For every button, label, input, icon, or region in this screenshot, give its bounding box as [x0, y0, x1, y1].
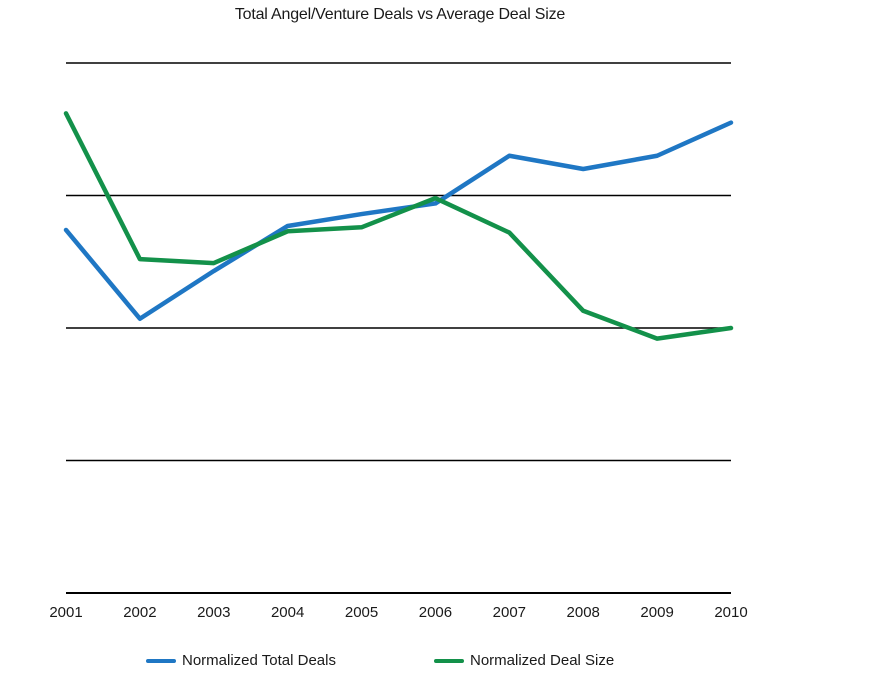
legend-swatch-deal-size [434, 658, 464, 663]
x-tick-label: 2002 [123, 604, 156, 621]
x-tick-label: 2009 [640, 604, 673, 621]
legend-item-normalized-deal-size: Normalized Deal Size [434, 652, 614, 669]
gridlines [66, 62, 731, 594]
chart-title: Total Angel/Venture Deals vs Average Dea… [234, 6, 566, 23]
x-axis-ticks: 2001 2002 2003 2004 2005 2006 2007 2008 2009 2010 [49, 604, 747, 621]
x-tick-label: 2007 [493, 604, 526, 621]
legend-label-total-deals: Normalized Total Deals [182, 652, 336, 669]
x-tick-label: 2010 [714, 604, 747, 621]
x-tick-label: 2001 [49, 604, 82, 621]
series-lines [63, 111, 734, 341]
legend-item-normalized-total-deals: Normalized Total Deals [146, 652, 336, 669]
legend-swatch-total-deals [146, 658, 176, 663]
x-tick-label: 2005 [345, 604, 378, 621]
series-line-normalized-deal-size [63, 111, 734, 341]
x-tick-label: 2008 [567, 604, 600, 621]
series-line-normalized-total-deals [63, 120, 734, 321]
x-tick-label: 2006 [419, 604, 452, 621]
legend-label-deal-size: Normalized Deal Size [470, 652, 615, 669]
x-tick-label: 2003 [197, 604, 230, 621]
x-tick-label: 2004 [271, 604, 304, 621]
